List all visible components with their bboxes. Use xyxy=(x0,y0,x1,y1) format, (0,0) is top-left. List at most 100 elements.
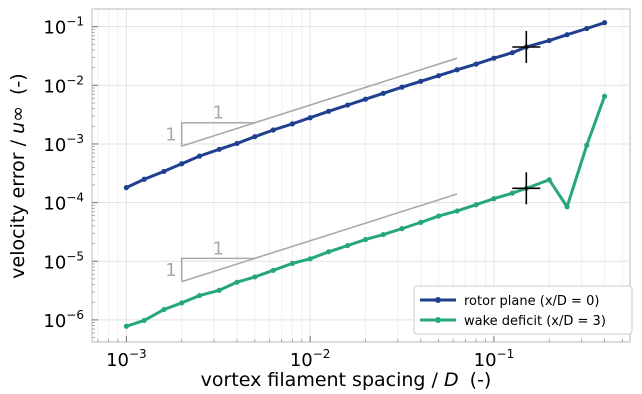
slope-label-run: 1 xyxy=(213,238,224,259)
x-tick-label-base: 10 xyxy=(474,350,497,371)
legend-label-wake-deficit: wake deficit (x/D = 3) xyxy=(464,314,606,329)
x-axis-label-var: D xyxy=(444,369,459,391)
legend-math-wake-deficit: (x/D = 3) xyxy=(546,314,606,329)
data-point-wake-deficit xyxy=(436,213,442,219)
data-point-rotor-plane xyxy=(509,50,515,56)
data-point-wake-deficit xyxy=(454,208,460,214)
data-point-rotor-plane xyxy=(473,61,479,67)
y-tick-label-exponent: −4 xyxy=(66,191,84,205)
data-point-rotor-plane xyxy=(399,84,405,90)
x-tick-label: 10−1 xyxy=(474,347,515,371)
series-lines xyxy=(123,20,608,329)
x-axis-label-unit: (-) xyxy=(470,369,492,391)
plot-frame xyxy=(91,8,631,343)
x-tick-label-base: 10 xyxy=(106,350,129,371)
x-tick-label: 10−2 xyxy=(290,347,331,371)
slope-label-rise: 1 xyxy=(165,260,176,281)
legend-name-wake-deficit: wake deficit xyxy=(464,314,542,329)
data-point-wake-deficit xyxy=(399,226,405,232)
y-tick-label: 10−1 xyxy=(43,15,84,39)
data-point-wake-deficit xyxy=(564,204,570,210)
y-tick-label-exponent: −5 xyxy=(66,249,84,263)
slope-triangle xyxy=(180,121,255,147)
data-point-rotor-plane xyxy=(345,102,351,108)
y-tick-label-exponent: −6 xyxy=(66,308,84,322)
data-point-wake-deficit xyxy=(252,274,258,280)
data-point-wake-deficit xyxy=(546,177,552,183)
data-point-wake-deficit xyxy=(601,93,608,99)
data-point-rotor-plane xyxy=(234,140,240,147)
data-point-rotor-plane xyxy=(196,153,203,159)
data-point-rotor-plane xyxy=(601,20,608,26)
data-point-rotor-plane xyxy=(289,121,295,127)
y-axis-label-var: u∞ xyxy=(7,106,29,134)
data-point-wake-deficit xyxy=(491,196,497,202)
slope-label-rise: 1 xyxy=(165,124,176,145)
y-tick-label-base: 10 xyxy=(43,194,66,215)
x-tick-label-exponent: −2 xyxy=(313,347,331,361)
data-point-rotor-plane xyxy=(307,115,313,121)
data-point-wake-deficit xyxy=(289,260,295,266)
data-point-wake-deficit xyxy=(345,242,351,249)
y-tick-label: 10−5 xyxy=(43,249,84,273)
slope-triangle xyxy=(180,257,255,282)
legend-label-rotor-plane: rotor plane (x/D = 0) xyxy=(464,294,599,309)
data-point-rotor-plane xyxy=(491,55,497,61)
y-tick-label: 10−4 xyxy=(43,191,84,215)
y-tick-label-exponent: −1 xyxy=(66,15,84,29)
data-point-wake-deficit xyxy=(234,279,240,285)
cross-markers xyxy=(512,30,541,205)
data-point-wake-deficit xyxy=(362,236,369,243)
data-point-wake-deficit xyxy=(473,202,479,208)
x-tick-label-base: 10 xyxy=(290,350,313,371)
data-point-rotor-plane xyxy=(216,146,222,152)
reference-slope-line xyxy=(181,193,458,283)
data-point-wake-deficit xyxy=(326,249,332,255)
data-point-rotor-plane xyxy=(161,168,167,175)
legend: rotor plane (x/D = 0) wake deficit (x/D … xyxy=(413,285,633,335)
x-tick-label-exponent: −1 xyxy=(497,347,515,361)
y-tick-label: 10−2 xyxy=(43,73,84,97)
y-axis-label: velocity error / u∞ (-) xyxy=(7,73,29,278)
data-point-wake-deficit xyxy=(307,256,313,262)
data-point-wake-deficit xyxy=(584,142,590,148)
data-point-wake-deficit xyxy=(509,190,515,196)
data-point-wake-deficit xyxy=(141,317,147,324)
y-tick-label-exponent: −2 xyxy=(66,73,84,87)
data-point-rotor-plane xyxy=(380,90,386,96)
legend-box xyxy=(413,285,633,335)
y-tick-label-base: 10 xyxy=(43,135,66,156)
x-tick-label-exponent: −3 xyxy=(129,347,147,361)
data-point-rotor-plane xyxy=(270,127,276,133)
data-point-rotor-plane xyxy=(141,176,147,182)
data-point-rotor-plane xyxy=(546,37,552,44)
x-axis-label-text: vortex filament spacing / xyxy=(201,369,439,391)
y-tick-label-base: 10 xyxy=(43,18,66,39)
data-point-rotor-plane xyxy=(326,108,332,114)
axis-ticks xyxy=(92,26,623,342)
data-point-rotor-plane xyxy=(418,78,424,84)
data-point-wake-deficit xyxy=(196,292,203,299)
data-point-rotor-plane xyxy=(564,32,570,38)
data-point-rotor-plane xyxy=(584,25,590,32)
data-point-wake-deficit xyxy=(418,219,424,225)
y-axis-label-text: velocity error / xyxy=(7,139,29,278)
x-axis-label: vortex filament spacing / D (-) xyxy=(201,369,492,391)
data-point-wake-deficit xyxy=(161,306,167,313)
x-tick-label: 10−3 xyxy=(106,347,147,371)
legend-math-rotor-plane: (x/D = 0) xyxy=(540,294,600,309)
data-point-wake-deficit xyxy=(270,267,276,273)
data-point-rotor-plane xyxy=(252,134,258,140)
data-point-rotor-plane xyxy=(179,161,185,167)
y-tick-label-base: 10 xyxy=(43,76,66,97)
data-point-rotor-plane xyxy=(454,67,460,73)
slope-label-run: 1 xyxy=(213,103,224,124)
y-tick-label-exponent: −3 xyxy=(66,132,84,146)
reference-slope-line xyxy=(181,57,458,147)
data-point-wake-deficit xyxy=(216,287,222,293)
data-point-wake-deficit xyxy=(123,323,129,329)
data-point-rotor-plane xyxy=(436,73,442,79)
legend-name-rotor-plane: rotor plane xyxy=(464,294,536,309)
tick-labels: 10−3 10−2 10−110−610−510−410−310−210−1 xyxy=(43,15,514,371)
